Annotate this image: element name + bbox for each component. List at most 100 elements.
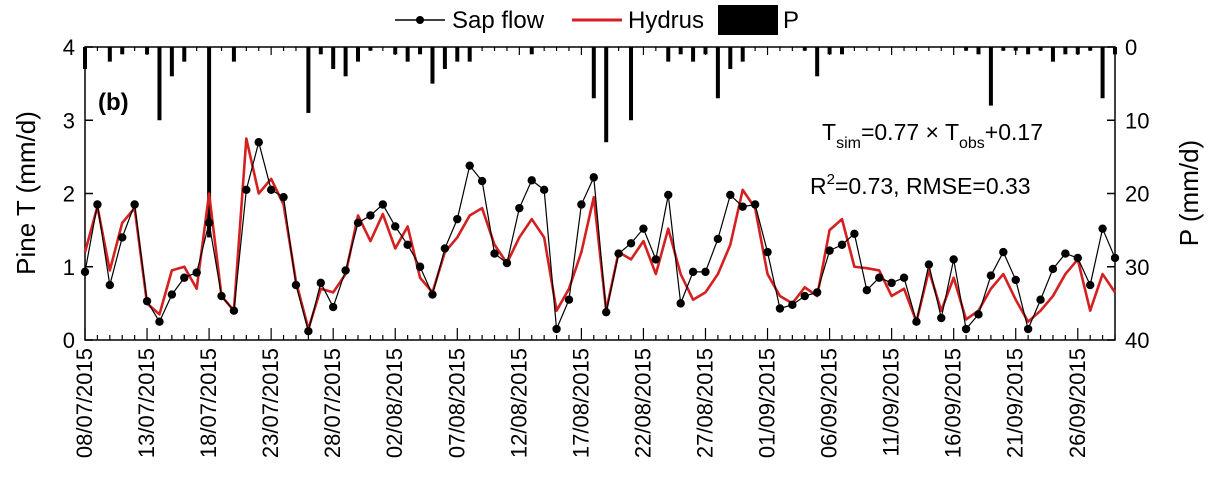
sap-flow-point xyxy=(242,185,251,195)
legend-sap-flow-label: Sap flow xyxy=(452,7,545,34)
precip-bar xyxy=(1100,47,1105,99)
fit-statistics: R2=0.73, RMSE=0.33 xyxy=(810,171,1031,199)
precip-bar xyxy=(1026,47,1031,55)
x-tick-label: 17/08/2015 xyxy=(568,348,593,458)
sap-flow-point xyxy=(1073,253,1082,263)
eq-sim-subscript: sim xyxy=(836,135,861,152)
precip-bar xyxy=(393,47,398,55)
sap-flow-point xyxy=(701,267,710,277)
sap-flow-point xyxy=(304,327,313,336)
precip-bar xyxy=(318,47,323,55)
x-tick-label: 02/08/2015 xyxy=(382,348,407,458)
sap-flow-point xyxy=(453,214,462,224)
sap-flow-point xyxy=(527,176,536,185)
sap-flow-point xyxy=(775,304,785,313)
precip-bar xyxy=(591,47,596,99)
x-tick-label: 13/07/2015 xyxy=(134,348,159,458)
precip-bar xyxy=(529,47,534,55)
precip-bar xyxy=(839,47,844,55)
sap-flow-point xyxy=(862,285,872,295)
x-tick-label: 11/09/2015 xyxy=(879,348,904,456)
precip-bars xyxy=(83,47,1117,238)
sap-flow-point xyxy=(812,288,822,297)
precip-bar xyxy=(368,47,373,51)
sap-flow-point xyxy=(1061,249,1070,258)
sap-flow-point xyxy=(502,258,512,268)
x-tick-label: 28/07/2015 xyxy=(320,348,345,458)
sap-flow-point xyxy=(440,244,450,253)
sap-flow-point xyxy=(80,267,90,277)
x-tick-label: 06/09/2015 xyxy=(817,348,842,458)
eq-t-sim: T xyxy=(822,119,836,145)
sap-flow-point xyxy=(999,247,1008,257)
sap-flow-point xyxy=(118,233,127,242)
sap-flow-series xyxy=(80,138,1120,336)
sap-flow-point xyxy=(341,266,350,275)
hydrus-series xyxy=(83,137,1117,331)
eq-middle: =0.77 × T xyxy=(861,119,959,145)
x-tick-label: 23/07/2015 xyxy=(258,348,283,458)
sap-flow-point xyxy=(738,202,747,211)
precip-bar xyxy=(666,47,671,62)
left-tick-label: 0 xyxy=(63,328,75,353)
precip-bar xyxy=(802,47,807,51)
precip-bar xyxy=(231,47,236,62)
precip-bar xyxy=(976,47,981,55)
sap-flow-point xyxy=(726,190,735,200)
x-tick-label: 26/09/2015 xyxy=(1065,348,1090,458)
sap-flow-point xyxy=(105,280,115,290)
sap-flow-point xyxy=(688,267,698,277)
precip-bar xyxy=(430,47,435,84)
x-tick-label: 12/08/2015 xyxy=(506,348,531,458)
sap-flow-point xyxy=(552,324,561,334)
sap-flow-point xyxy=(539,185,549,195)
sap-flow-point xyxy=(93,200,102,209)
left-tick-label: 1 xyxy=(63,255,75,280)
precip-bar xyxy=(1038,47,1043,51)
sap-flow-point xyxy=(676,299,685,308)
sap-flow-point xyxy=(899,273,909,282)
sap-flow-point xyxy=(130,200,139,209)
x-tick-label: 16/09/2015 xyxy=(941,348,966,458)
x-tick-label: 18/07/2015 xyxy=(196,348,221,458)
sap-flow-point xyxy=(1011,275,1020,285)
x-tick-label: 08/07/2015 xyxy=(72,348,97,458)
precip-bar xyxy=(418,47,423,55)
legend-precip-swatch xyxy=(718,5,778,35)
left-tick-label: 4 xyxy=(63,35,75,60)
precip-bar xyxy=(467,47,472,62)
sap-flow-point xyxy=(837,240,847,249)
precip-bar xyxy=(703,47,708,55)
sap-flow-point xyxy=(626,239,636,248)
precip-bar xyxy=(405,47,410,62)
legend: Sap flow Hydrus P xyxy=(395,5,799,35)
sap-flow-point xyxy=(961,324,971,334)
precip-bar xyxy=(83,47,87,69)
sap-flow-point xyxy=(403,240,412,249)
sap-flow-point xyxy=(1085,280,1095,290)
sap-flow-point xyxy=(887,278,896,288)
stat-r-superscript: 2 xyxy=(827,171,835,188)
precip-bar xyxy=(356,47,361,62)
precip-bar xyxy=(964,47,969,51)
left-axis-title: Pine T (mm/d) xyxy=(11,111,41,275)
sap-flow-point xyxy=(589,173,598,182)
right-tick-label: 40 xyxy=(1125,328,1149,353)
sap-flow-point xyxy=(986,271,996,280)
sap-flow-point xyxy=(602,307,611,317)
regression-equation: Tsim=0.77 × Tobs+0.17 xyxy=(822,119,1043,152)
left-axis: 0 1 2 3 4 xyxy=(63,35,93,353)
precip-bar xyxy=(1050,47,1055,62)
precip-bar xyxy=(331,47,336,69)
precip-bar xyxy=(1013,47,1018,51)
x-tick-label: 27/08/2015 xyxy=(692,348,717,458)
sap-flow-point xyxy=(1098,224,1107,233)
precip-bar xyxy=(107,47,112,62)
sap-flow-point xyxy=(291,280,301,290)
sap-flow-point xyxy=(664,190,673,200)
legend-hydrus-label: Hydrus xyxy=(628,7,704,34)
sap-flow-point xyxy=(788,300,797,310)
panel-label: (b) xyxy=(98,89,129,116)
sap-flow-point xyxy=(912,317,921,326)
hydrus-line xyxy=(83,137,1117,331)
